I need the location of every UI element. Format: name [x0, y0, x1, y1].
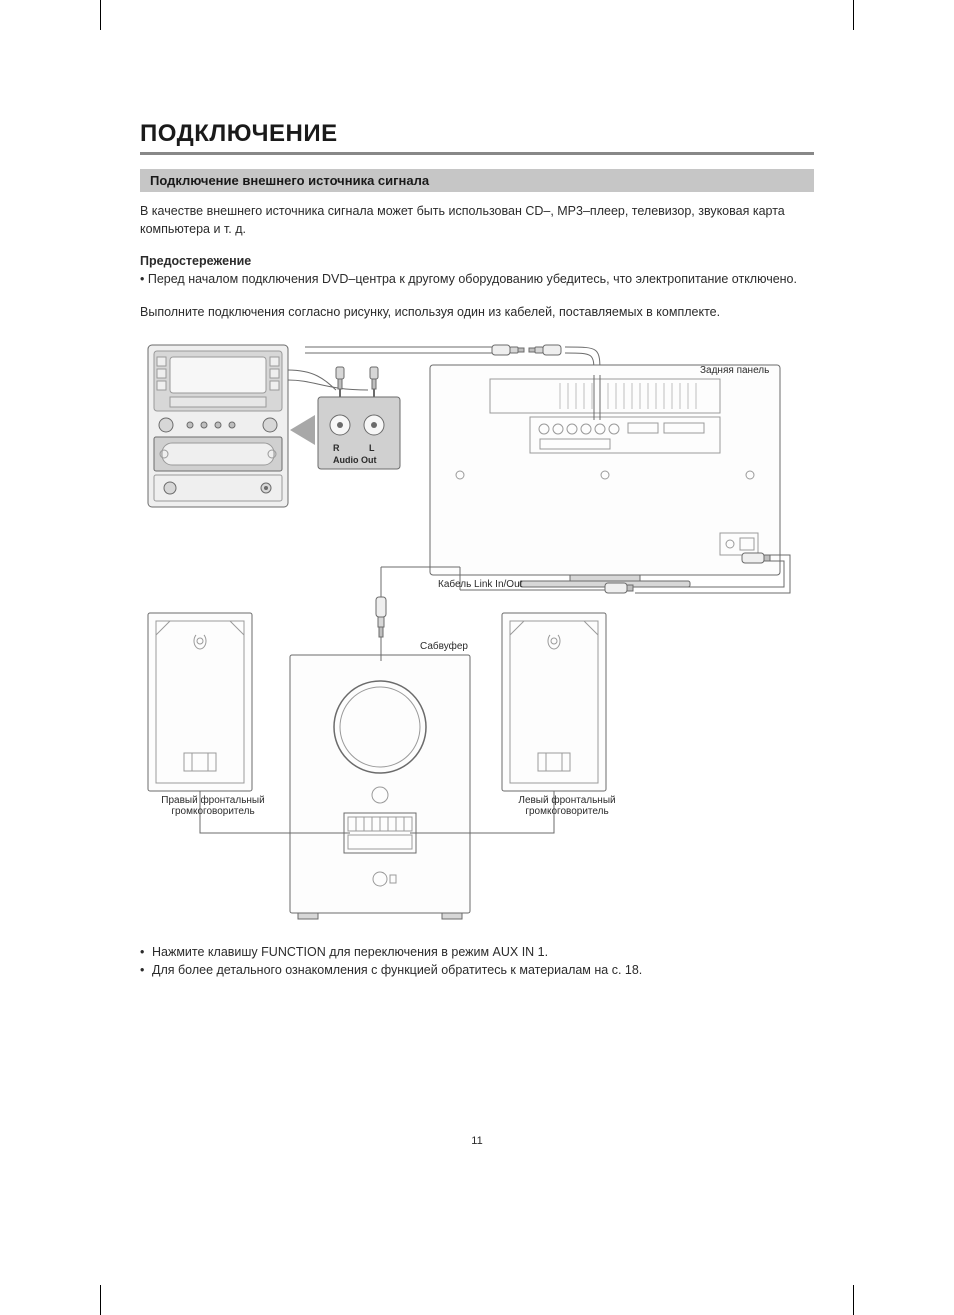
warning-heading: Предостережение [140, 254, 251, 268]
instruction-paragraph: Выполните подключения согласно рисунку, … [140, 303, 814, 321]
heading-rule [140, 152, 814, 155]
footer-bullet-1: Нажмите клавишу FUNCTION для переключени… [140, 943, 814, 962]
footer-bullet-2: Для более детального ознакомления с функ… [140, 961, 814, 980]
right-speaker [148, 613, 252, 791]
label-link-cable: Кабель Link In/Out [438, 579, 522, 590]
source-device [148, 345, 288, 507]
left-speaker [502, 613, 606, 791]
label-audio-out: Audio Out [333, 455, 377, 465]
tv-rear-panel [430, 365, 780, 587]
label-subwoofer: Сабвуфер [420, 641, 468, 652]
label-left-speaker: Левый фронтальныйгромкоговоритель [512, 795, 622, 817]
section-title-bar: Подключение внешнего источника сигнала [140, 169, 814, 192]
page-number: 11 [0, 1135, 954, 1147]
warning-text: Перед началом подключения DVD–центра к д… [148, 272, 797, 286]
label-right-speaker: Правый фронтальныйгромкоговоритель [158, 795, 268, 817]
label-jack-r: R [333, 443, 340, 453]
intro-paragraph: В качестве внешнего источника сигнала мо… [140, 202, 814, 238]
label-jack-l: L [369, 443, 375, 453]
subwoofer [290, 655, 470, 919]
audio-out-callout [318, 367, 400, 469]
footer-bullets: Нажмите клавишу FUNCTION для переключени… [140, 943, 814, 981]
warning-block: Предостережение • Перед началом подключе… [140, 252, 814, 288]
page-heading: ПОДКЛЮЧЕНИЕ [140, 120, 814, 148]
label-back-panel: Задняя панель [700, 365, 769, 376]
connection-diagram: Задняя панель R L Audio Out Кабель Link … [140, 335, 820, 925]
